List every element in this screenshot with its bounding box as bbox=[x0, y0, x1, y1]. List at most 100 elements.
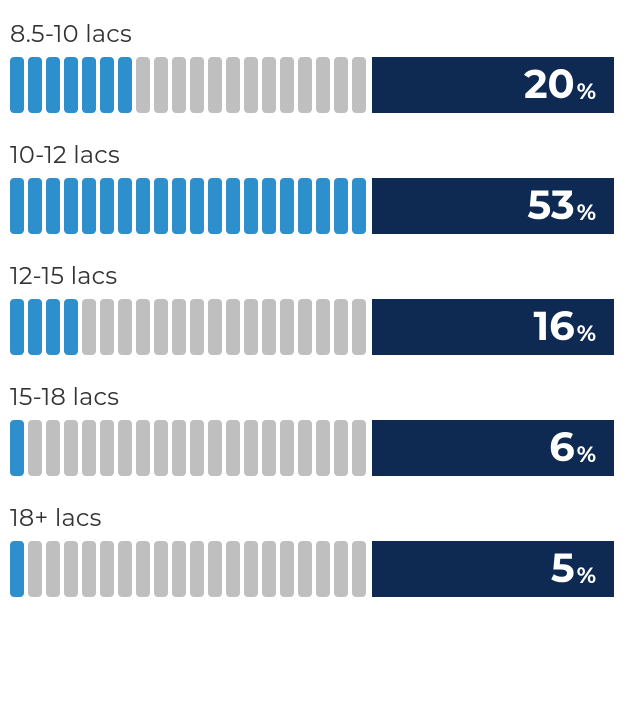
segment-empty bbox=[118, 299, 132, 355]
segment-filled bbox=[64, 57, 78, 113]
segment-filled bbox=[208, 178, 222, 234]
segment-empty bbox=[334, 420, 348, 476]
segment-empty bbox=[64, 420, 78, 476]
segment-filled bbox=[136, 178, 150, 234]
segment-filled bbox=[244, 178, 258, 234]
value-number: 53 bbox=[527, 186, 574, 226]
chart-row: 18+ lacs5% bbox=[10, 504, 614, 597]
segment-empty bbox=[262, 299, 276, 355]
segment-empty bbox=[316, 299, 330, 355]
segment-empty bbox=[298, 299, 312, 355]
segment-empty bbox=[226, 57, 240, 113]
segment-empty bbox=[334, 299, 348, 355]
segment-filled bbox=[46, 178, 60, 234]
segment-track bbox=[10, 57, 366, 113]
segment-filled bbox=[28, 57, 42, 113]
segment-empty bbox=[352, 57, 366, 113]
segment-empty bbox=[334, 541, 348, 597]
segment-empty bbox=[46, 541, 60, 597]
segment-empty bbox=[154, 299, 168, 355]
segment-empty bbox=[64, 541, 78, 597]
segment-empty bbox=[190, 541, 204, 597]
segment-filled bbox=[82, 57, 96, 113]
segment-empty bbox=[208, 541, 222, 597]
segment-empty bbox=[82, 541, 96, 597]
chart-row: 15-18 lacs6% bbox=[10, 383, 614, 476]
segment-track bbox=[10, 178, 366, 234]
segment-empty bbox=[262, 57, 276, 113]
percent-symbol: % bbox=[577, 562, 596, 589]
segment-empty bbox=[28, 420, 42, 476]
segment-filled bbox=[100, 178, 114, 234]
segment-empty bbox=[172, 420, 186, 476]
segment-empty bbox=[352, 420, 366, 476]
segment-empty bbox=[172, 541, 186, 597]
segment-empty bbox=[280, 541, 294, 597]
salary-distribution-chart: 8.5-10 lacs20%10-12 lacs53%12-15 lacs16%… bbox=[10, 20, 614, 597]
segment-empty bbox=[280, 420, 294, 476]
value-number: 6 bbox=[549, 428, 574, 468]
segment-empty bbox=[226, 420, 240, 476]
segment-filled bbox=[10, 299, 24, 355]
row-body: 6% bbox=[10, 420, 614, 476]
segment-empty bbox=[100, 541, 114, 597]
value-box: 16% bbox=[372, 299, 614, 355]
segment-empty bbox=[244, 541, 258, 597]
segment-track bbox=[10, 299, 366, 355]
value-number: 20 bbox=[524, 65, 575, 105]
segment-empty bbox=[226, 299, 240, 355]
percent-symbol: % bbox=[577, 78, 596, 105]
segment-empty bbox=[190, 57, 204, 113]
row-body: 20% bbox=[10, 57, 614, 113]
percent-symbol: % bbox=[577, 199, 596, 226]
segment-empty bbox=[154, 420, 168, 476]
segment-filled bbox=[316, 178, 330, 234]
value-box: 20% bbox=[372, 57, 614, 113]
segment-filled bbox=[118, 57, 132, 113]
segment-empty bbox=[262, 541, 276, 597]
row-label: 10-12 lacs bbox=[10, 141, 614, 170]
segment-track bbox=[10, 420, 366, 476]
row-body: 16% bbox=[10, 299, 614, 355]
chart-row: 10-12 lacs 53% bbox=[10, 141, 614, 234]
segment-empty bbox=[298, 57, 312, 113]
segment-empty bbox=[118, 420, 132, 476]
segment-empty bbox=[208, 299, 222, 355]
segment-empty bbox=[136, 299, 150, 355]
segment-filled bbox=[46, 299, 60, 355]
segment-empty bbox=[136, 541, 150, 597]
segment-filled bbox=[46, 57, 60, 113]
segment-empty bbox=[82, 299, 96, 355]
segment-track bbox=[10, 541, 366, 597]
segment-filled bbox=[172, 178, 186, 234]
segment-filled bbox=[10, 420, 24, 476]
percent-symbol: % bbox=[577, 441, 596, 468]
segment-filled bbox=[118, 178, 132, 234]
segment-empty bbox=[352, 541, 366, 597]
segment-empty bbox=[172, 299, 186, 355]
segment-empty bbox=[208, 420, 222, 476]
segment-filled bbox=[10, 178, 24, 234]
segment-filled bbox=[352, 178, 366, 234]
segment-filled bbox=[82, 178, 96, 234]
segment-empty bbox=[208, 57, 222, 113]
chart-row: 8.5-10 lacs 20% bbox=[10, 20, 614, 113]
segment-filled bbox=[64, 299, 78, 355]
segment-filled bbox=[334, 178, 348, 234]
segment-filled bbox=[154, 178, 168, 234]
segment-empty bbox=[334, 57, 348, 113]
segment-filled bbox=[226, 178, 240, 234]
row-label: 8.5-10 lacs bbox=[10, 20, 614, 49]
segment-filled bbox=[298, 178, 312, 234]
segment-empty bbox=[46, 420, 60, 476]
segment-filled bbox=[280, 178, 294, 234]
segment-empty bbox=[28, 541, 42, 597]
segment-filled bbox=[100, 57, 114, 113]
segment-filled bbox=[64, 178, 78, 234]
value-box: 53% bbox=[372, 178, 614, 234]
segment-empty bbox=[298, 420, 312, 476]
segment-filled bbox=[190, 178, 204, 234]
segment-filled bbox=[28, 299, 42, 355]
segment-empty bbox=[172, 57, 186, 113]
value-box: 5% bbox=[372, 541, 614, 597]
